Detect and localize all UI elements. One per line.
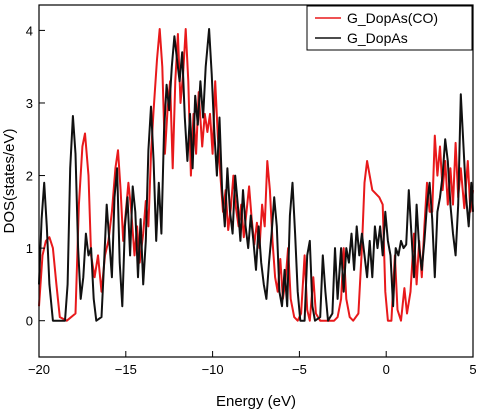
plot-frame — [38, 4, 474, 358]
x-tick-label: −5 — [292, 362, 307, 377]
x-tick-label: −20 — [28, 362, 50, 377]
x-tick-label: −15 — [115, 362, 137, 377]
y-tick-label: 0 — [26, 314, 33, 329]
x-tick-label: −10 — [202, 362, 224, 377]
y-tick-label: 2 — [26, 169, 33, 184]
y-tick-label: 4 — [26, 23, 33, 38]
legend-label-g-dopas: G_DopAs — [347, 30, 408, 46]
legend-label-g-dopas-co: G_DopAs(CO) — [347, 10, 438, 26]
y-axis-label: DOS(states/eV) — [1, 128, 18, 233]
series-line-g-dopas — [38, 28, 474, 322]
x-axis-ticks: −20 −15 −10 −5 0 5 — [28, 351, 477, 377]
series-layer — [38, 28, 474, 322]
legend-box — [306, 5, 473, 51]
x-tick-label: 0 — [383, 362, 390, 377]
x-axis-label: Energy (eV) — [216, 393, 296, 410]
legend: G_DopAs(CO) G_DopAs — [306, 5, 473, 51]
y-tick-label: 1 — [26, 241, 33, 256]
x-tick-label: 5 — [469, 362, 476, 377]
y-tick-label: 3 — [26, 96, 33, 111]
y-axis-ticks: 0 1 2 3 4 — [26, 23, 45, 329]
